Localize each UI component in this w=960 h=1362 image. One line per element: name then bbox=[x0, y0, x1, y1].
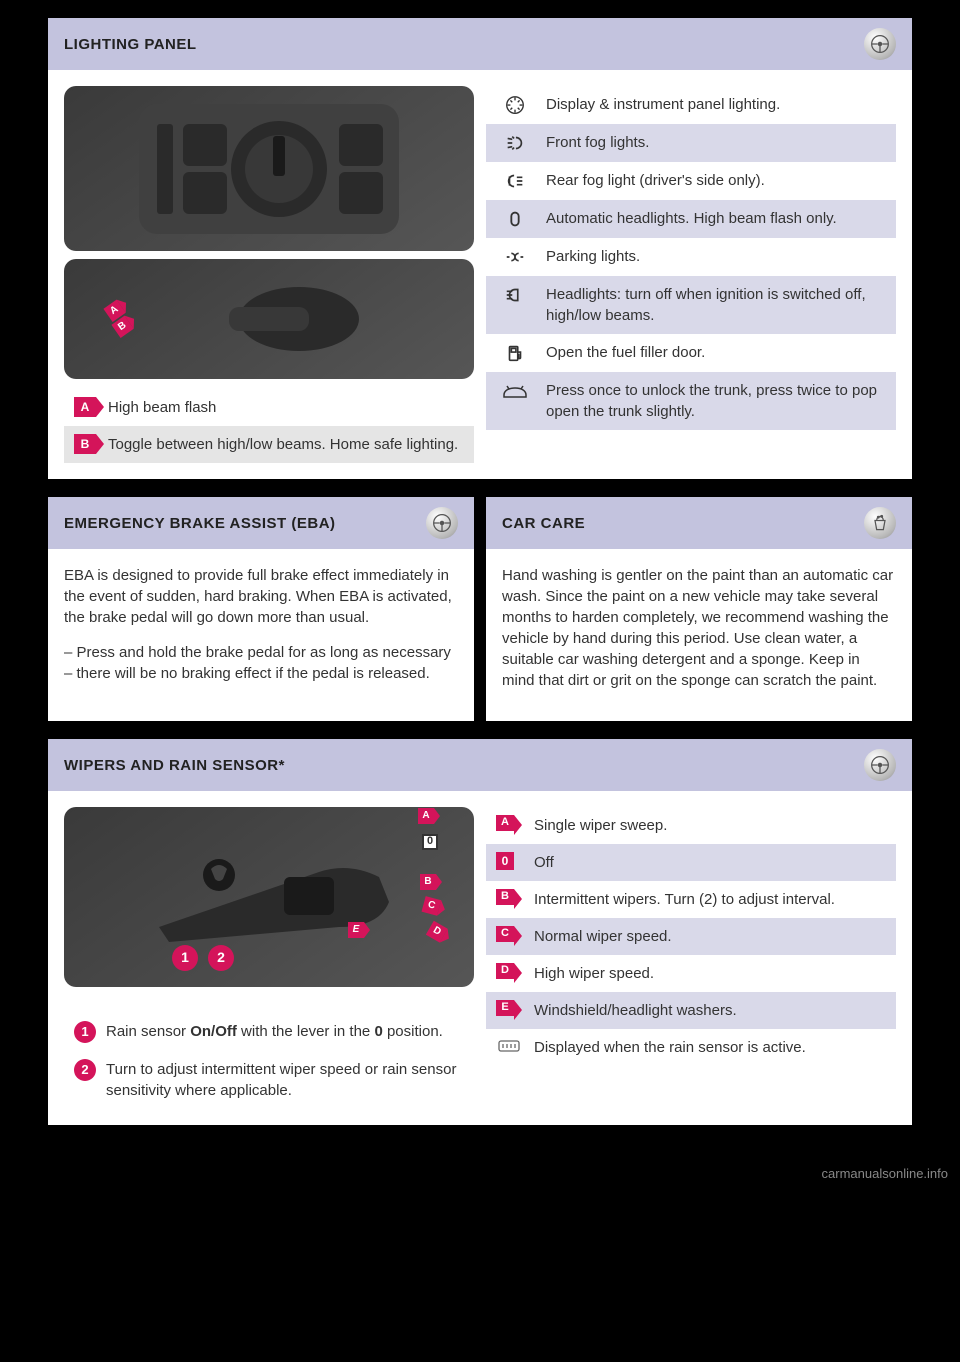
fuel-icon bbox=[496, 342, 534, 364]
wipers-photo bbox=[64, 807, 474, 987]
wiper-lm-c: C bbox=[496, 926, 514, 942]
wiper-circle-1: 1 bbox=[172, 945, 198, 971]
wipers-letter-text-4: High wiper speed. bbox=[534, 963, 886, 984]
carcare-content: Hand washing is gentler on the paint tha… bbox=[486, 549, 912, 721]
stalk-marker-b: B bbox=[111, 316, 133, 338]
wiper-circle-2: 2 bbox=[208, 945, 234, 971]
wipers-title: WIPERS AND RAIN SENSOR* bbox=[64, 755, 285, 776]
lighting-right-text-2: Rear fog light (driver's side only). bbox=[546, 170, 886, 191]
wiper-marker-a: A bbox=[418, 808, 434, 824]
lighting-header: LIGHTING PANEL bbox=[48, 18, 912, 70]
bucket-icon bbox=[864, 507, 896, 539]
wipers-letter-row-1: 0 Off bbox=[486, 844, 896, 881]
wipers-letter-text-3: Normal wiper speed. bbox=[534, 926, 886, 947]
lighting-right-text-0: Display & instrument panel lighting. bbox=[546, 94, 886, 115]
steering-icon-3 bbox=[864, 749, 896, 781]
lighting-left-text-1: Toggle between high/low beams. Home safe… bbox=[108, 434, 464, 455]
lighting-left-row-1: B Toggle between high/low beams. Home sa… bbox=[64, 426, 474, 463]
trunk-icon bbox=[496, 380, 534, 402]
fog-rear-icon bbox=[496, 170, 534, 192]
wipers-letter-text-1: Off bbox=[534, 852, 886, 873]
lighting-stalk-photo: A B bbox=[64, 259, 474, 379]
wipers-letter-text-5: Windshield/headlight washers. bbox=[534, 1000, 886, 1021]
headlight-icon bbox=[496, 284, 534, 306]
eba-title: EMERGENCY BRAKE ASSIST (EBA) bbox=[64, 513, 336, 534]
wiper-lm-d: D bbox=[496, 963, 514, 979]
wiper-lm-b: B bbox=[496, 889, 514, 905]
wipers-content: A 0 B C D E 1 2 1 Rain sensor On/Off wit… bbox=[48, 791, 912, 1125]
wipers-num-row-1: 2 Turn to adjust intermittent wiper spee… bbox=[64, 1051, 474, 1109]
wipers-letter-text-2: Intermittent wipers. Turn (2) to adjust … bbox=[534, 889, 886, 910]
lighting-right-row-5: Headlights: turn off when ignition is sw… bbox=[486, 276, 896, 334]
lighting-right-row-7: Press once to unlock the trunk, press tw… bbox=[486, 372, 896, 430]
wipers-letter-row-5: E Windshield/headlight washers. bbox=[486, 992, 896, 1029]
eba-p1: EBA is designed to provide full brake ef… bbox=[64, 565, 458, 628]
lighting-right-col: Display & instrument panel lighting. Fro… bbox=[486, 86, 896, 463]
carcare-section: CAR CARE Hand washing is gentler on the … bbox=[486, 497, 912, 721]
lighting-title: LIGHTING PANEL bbox=[64, 34, 197, 55]
carcare-header: CAR CARE bbox=[486, 497, 912, 549]
wipers-section: WIPERS AND RAIN SENSOR* bbox=[48, 739, 912, 1125]
rain-sensor-icon bbox=[496, 1037, 522, 1055]
lighting-right-row-4: Parking lights. bbox=[486, 238, 896, 276]
mid-row: EMERGENCY BRAKE ASSIST (EBA) EBA is desi… bbox=[48, 497, 912, 721]
wiper-marker-0: 0 bbox=[422, 834, 438, 850]
wipers-num-row-0: 1 Rain sensor On/Off with the lever in t… bbox=[64, 1013, 474, 1051]
wipers-left-col: A 0 B C D E 1 2 1 Rain sensor On/Off wit… bbox=[64, 807, 474, 1109]
eba-section: EMERGENCY BRAKE ASSIST (EBA) EBA is desi… bbox=[48, 497, 474, 721]
wiper-marker-b: B bbox=[420, 874, 436, 890]
lighting-left-col: A B A High beam flash B Toggle between h… bbox=[64, 86, 474, 463]
wipers-letter-text-0: Single wiper sweep. bbox=[534, 815, 886, 836]
wipers-letter-row-4: D High wiper speed. bbox=[486, 955, 896, 992]
wiper-lm-0: 0 bbox=[496, 852, 514, 870]
lighting-dial-photo bbox=[64, 86, 474, 251]
steering-icon bbox=[864, 28, 896, 60]
lighting-right-text-6: Open the fuel filler door. bbox=[546, 342, 886, 363]
wiper-lm-a: A bbox=[496, 815, 514, 831]
lighting-right-row-1: Front fog lights. bbox=[486, 124, 896, 162]
lighting-right-text-1: Front fog lights. bbox=[546, 132, 886, 153]
lighting-right-row-6: Open the fuel filler door. bbox=[486, 334, 896, 372]
wipers-letter-text-6: Displayed when the rain sensor is active… bbox=[534, 1037, 886, 1058]
wipers-num-text-1: Turn to adjust intermittent wiper speed … bbox=[106, 1059, 464, 1101]
wipers-letter-row-3: C Normal wiper speed. bbox=[486, 918, 896, 955]
lighting-right-row-3: Automatic headlights. High beam flash on… bbox=[486, 200, 896, 238]
auto-icon bbox=[496, 208, 534, 230]
fog-front-icon bbox=[496, 132, 534, 154]
marker-a: A bbox=[74, 397, 96, 417]
carcare-p1: Hand washing is gentler on the paint tha… bbox=[502, 565, 896, 691]
wipers-letter-row-2: B Intermittent wipers. Turn (2) to adjus… bbox=[486, 881, 896, 918]
lighting-left-text-0: High beam flash bbox=[108, 397, 464, 418]
lighting-right-text-3: Automatic headlights. High beam flash on… bbox=[546, 208, 886, 229]
num-2: 2 bbox=[74, 1059, 96, 1081]
eba-p2: – Press and hold the brake pedal for as … bbox=[64, 642, 458, 684]
lighting-left-row-0: A High beam flash bbox=[64, 389, 474, 426]
lighting-section: LIGHTING PANEL bbox=[48, 18, 912, 479]
wipers-letter-row-6: Displayed when the rain sensor is active… bbox=[486, 1029, 896, 1066]
page: LIGHTING PANEL bbox=[0, 0, 960, 1161]
wipers-letter-row-0: A Single wiper sweep. bbox=[486, 807, 896, 844]
marker-b: B bbox=[74, 434, 96, 454]
lighting-right-text-7: Press once to unlock the trunk, press tw… bbox=[546, 380, 886, 422]
wiper-lm-e: E bbox=[496, 1000, 514, 1016]
watermark: carmanualsonline.info bbox=[0, 1161, 960, 1187]
parking-icon bbox=[496, 246, 534, 268]
lighting-right-text-4: Parking lights. bbox=[546, 246, 886, 267]
wiper-marker-e: E bbox=[348, 922, 364, 938]
lighting-content: A B A High beam flash B Toggle between h… bbox=[48, 70, 912, 479]
wipers-photo-wrap: A 0 B C D E 1 2 bbox=[64, 807, 474, 987]
num-1: 1 bbox=[74, 1021, 96, 1043]
lighting-right-row-0: Display & instrument panel lighting. bbox=[486, 86, 896, 124]
steering-icon-2 bbox=[426, 507, 458, 539]
wipers-header: WIPERS AND RAIN SENSOR* bbox=[48, 739, 912, 791]
wipers-num-text-0: Rain sensor On/Off with the lever in the… bbox=[106, 1021, 464, 1042]
lighting-right-row-2: Rear fog light (driver's side only). bbox=[486, 162, 896, 200]
wipers-right-col: A Single wiper sweep. 0 Off B Intermitte… bbox=[486, 807, 896, 1109]
carcare-title: CAR CARE bbox=[502, 513, 585, 534]
lighting-right-text-5: Headlights: turn off when ignition is sw… bbox=[546, 284, 886, 326]
eba-header: EMERGENCY BRAKE ASSIST (EBA) bbox=[48, 497, 474, 549]
dial-icon bbox=[496, 94, 534, 116]
eba-content: EBA is designed to provide full brake ef… bbox=[48, 549, 474, 721]
